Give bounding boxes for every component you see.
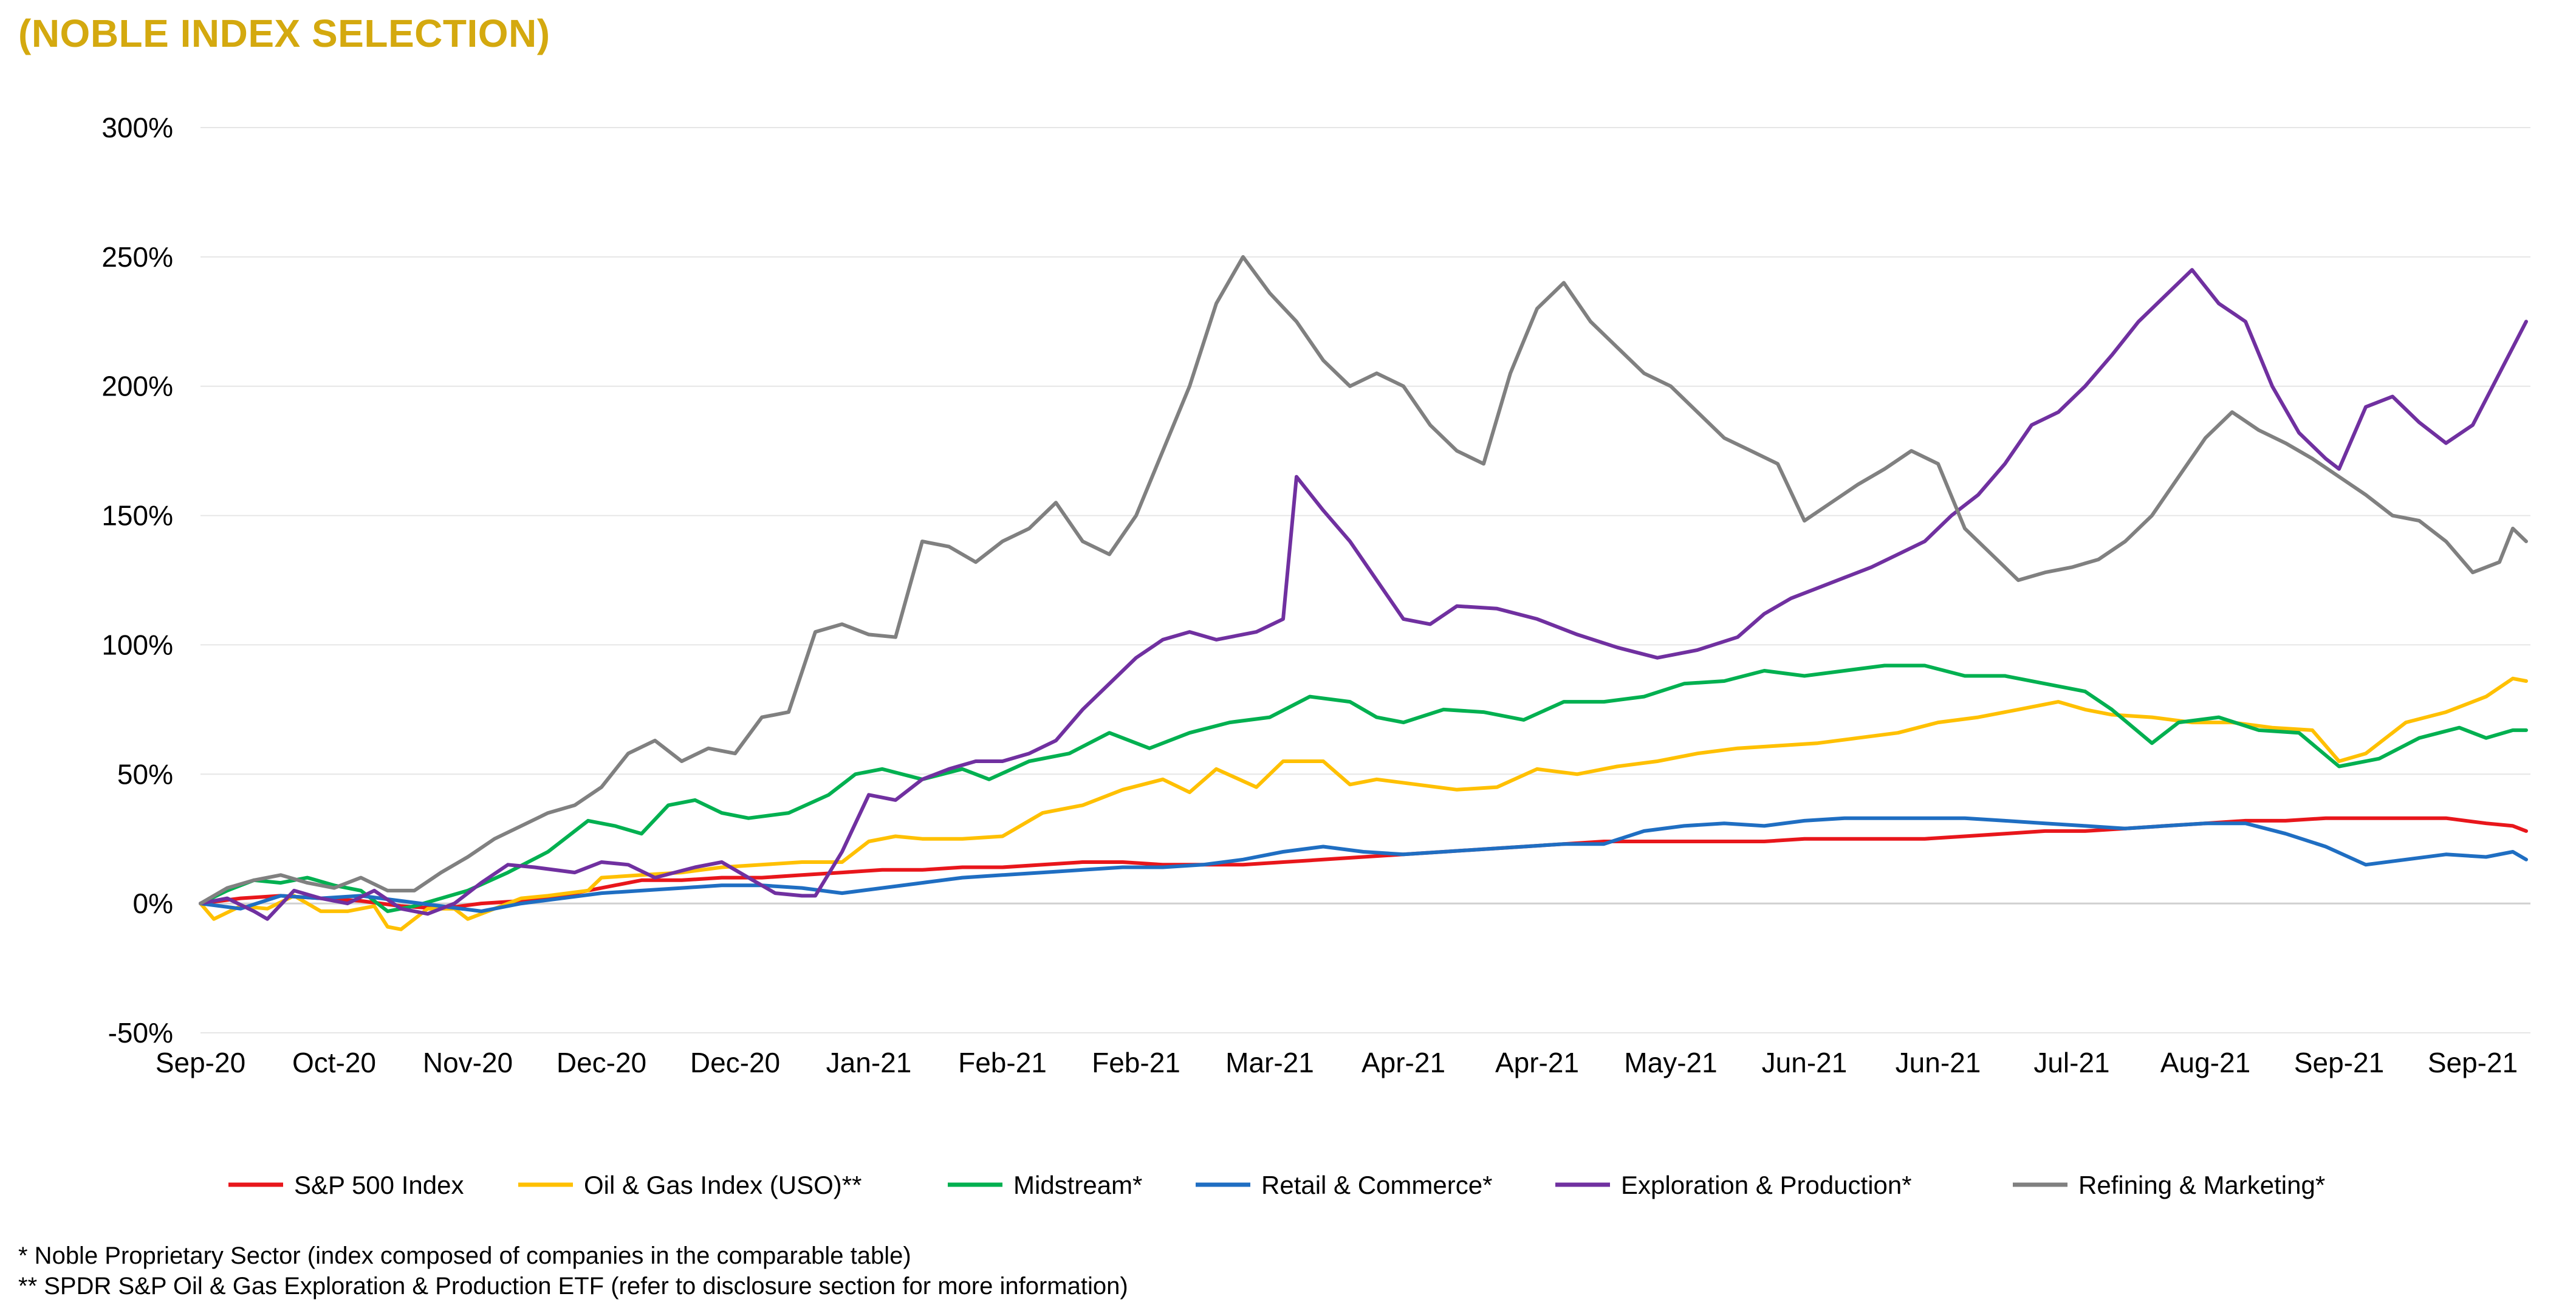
x-tick-label: Jun-21 (1762, 1047, 1848, 1078)
x-tick-label: Jun-21 (1896, 1047, 1981, 1078)
series-line-2 (199, 676, 2528, 931)
footnote-sector: * Noble Proprietary Sector (index compos… (18, 1242, 911, 1269)
y-tick-label: 250% (101, 241, 173, 273)
series-lines (199, 255, 2528, 931)
legend-label: S&P 500 Index (294, 1171, 464, 1199)
x-tick-label: Oct-20 (292, 1047, 376, 1078)
x-tick-label: Feb-21 (958, 1047, 1047, 1078)
x-tick-label: Sep-21 (2294, 1047, 2384, 1078)
series-line-6 (199, 255, 2528, 906)
x-axis: Sep-20 Oct-20 Nov-20 Dec-20 Dec-20 Jan-21 Feb-… (156, 1047, 2518, 1078)
legend: S&P 500 Index Oil & Gas Index (USO)** Mids… (228, 1171, 2325, 1199)
legend-label: Exploration & Production* (1621, 1171, 1912, 1199)
footnote-etf: ** SPDR S&P Oil & Gas Exploration & Prod… (18, 1273, 1128, 1300)
y-axis: -50% 0% 50% 100% 150% 200% 250% 300% (101, 112, 173, 1049)
x-tick-label: Aug-21 (2160, 1047, 2250, 1078)
legend-label: Retail & Commerce* (1261, 1171, 1492, 1199)
y-tick-label: 100% (101, 629, 173, 660)
y-tick-label: 300% (101, 112, 173, 143)
footnotes: * Noble Proprietary Sector (index compos… (18, 1241, 1128, 1301)
legend-label: Oil & Gas Index (USO)** (584, 1171, 862, 1199)
x-tick-label: Sep-21 (2428, 1047, 2518, 1078)
y-tick-label: 150% (101, 500, 173, 532)
x-tick-label: Dec-20 (557, 1047, 646, 1078)
x-tick-label: Mar-21 (1225, 1047, 1314, 1078)
series-line-3 (199, 663, 2528, 913)
x-tick-label: Jan-21 (826, 1047, 912, 1078)
x-tick-label: Dec-20 (690, 1047, 780, 1078)
grid-lines (200, 127, 2530, 1033)
legend-label: Midstream* (1013, 1171, 1142, 1199)
x-tick-label: May-21 (1624, 1047, 1717, 1078)
x-tick-label: Apr-21 (1362, 1047, 1445, 1078)
series-line-4 (199, 816, 2528, 913)
x-tick-label: Sep-20 (156, 1047, 245, 1078)
x-tick-label: Jul-21 (2033, 1047, 2109, 1078)
series-line-5 (199, 268, 2528, 921)
y-tick-label: 0% (133, 888, 173, 919)
y-tick-label: 50% (117, 758, 173, 790)
x-tick-label: Nov-20 (423, 1047, 513, 1078)
x-tick-label: Apr-21 (1495, 1047, 1579, 1078)
x-tick-label: Feb-21 (1092, 1047, 1180, 1078)
y-tick-label: 200% (101, 371, 173, 402)
y-tick-label: -50% (108, 1017, 173, 1049)
page-title: (NOBLE INDEX SELECTION) (18, 12, 550, 55)
legend-label: Refining & Marketing* (2078, 1171, 2325, 1199)
